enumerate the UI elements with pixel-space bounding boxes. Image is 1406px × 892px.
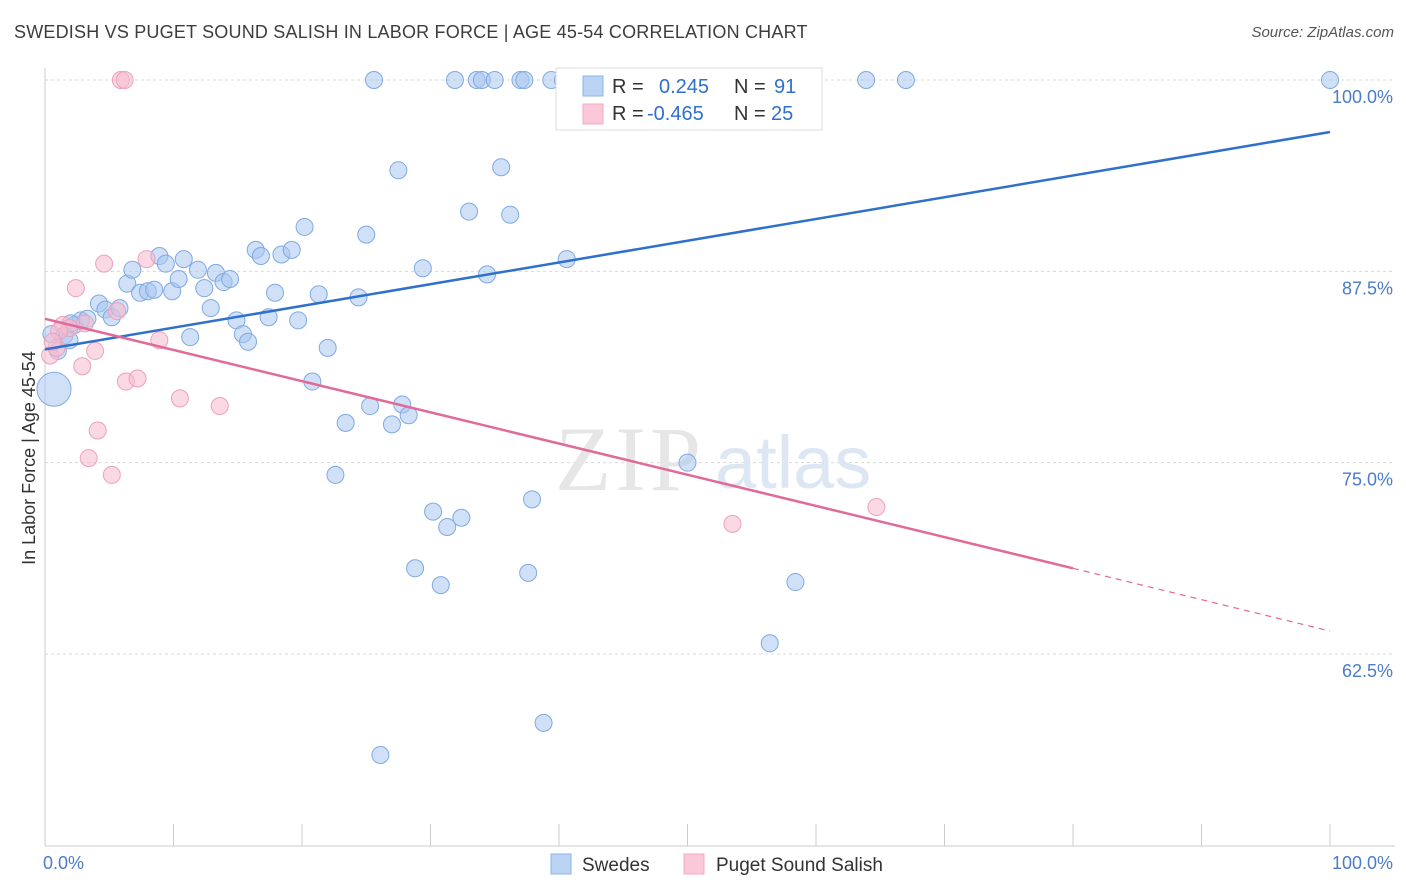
point-swedes-80	[678, 453, 697, 472]
point-puget-7	[86, 341, 105, 360]
point-swedes-70	[523, 490, 542, 509]
point-puget-13	[115, 71, 134, 89]
axes	[44, 68, 1395, 847]
legend-swatch-puget	[683, 853, 705, 875]
point-swedes-21	[181, 328, 200, 347]
point-swedes-59	[452, 508, 471, 527]
legend-label-puget: Puget Sound Salish	[716, 855, 883, 876]
point-swedes-87	[896, 71, 915, 89]
stats-n-value-2: 25	[771, 103, 793, 125]
y-axis-label: In Labor Force | Age 45-54	[19, 351, 39, 565]
point-swedes-19	[169, 269, 188, 288]
point-swedes-36	[282, 240, 301, 259]
point-puget-15	[128, 369, 147, 388]
stats-r-value-2: -0.465	[647, 103, 704, 125]
stats-n-label-2: N =	[734, 103, 766, 125]
point-puget-19	[210, 397, 229, 416]
point-puget-24	[43, 332, 62, 351]
stats-swatch-swedes	[582, 75, 604, 97]
point-swedes-85	[786, 573, 805, 592]
x-tick-label-1: 100.0%	[1332, 853, 1393, 873]
point-swedes-27	[221, 269, 240, 288]
point-swedes-56	[431, 576, 450, 595]
point-swedes-64	[485, 71, 504, 89]
trend-line-swedes	[44, 130, 1331, 351]
watermark: ZIP atlas	[555, 408, 871, 510]
point-swedes-50	[389, 161, 408, 180]
stats-legend: R = 0.245 N = 91 R = -0.465 N = 25	[555, 67, 823, 131]
point-puget-9	[95, 254, 114, 273]
point-puget-8	[88, 421, 107, 440]
y-tick-label-0: 62.5%	[1342, 661, 1393, 681]
point-swedes-83	[760, 634, 779, 653]
point-puget-4	[66, 279, 85, 298]
point-swedes-17	[156, 254, 175, 273]
chart-source: Source: ZipAtlas.com	[1251, 24, 1394, 41]
y-tick-label-2: 87.5%	[1342, 278, 1393, 298]
point-swedes-55	[424, 502, 443, 521]
point-puget-5	[73, 357, 92, 376]
legend-label-swedes: Swedes	[582, 855, 650, 876]
stats-r-label-2: R =	[612, 103, 644, 125]
point-puget-16	[137, 250, 156, 269]
point-swedes-20	[174, 250, 193, 269]
point-swedes-86	[857, 71, 876, 89]
point-swedes-57	[438, 517, 457, 536]
point-swedes-60	[460, 202, 479, 221]
y-tick-label-1: 75.0%	[1342, 470, 1393, 490]
y-tick-labels: 62.5% 75.0% 87.5% 100.0%	[1332, 87, 1393, 681]
point-swedes-41	[318, 338, 337, 357]
point-swedes-68	[515, 71, 534, 89]
point-swedes-12	[123, 260, 142, 279]
trend-line-puget	[44, 317, 1074, 570]
grid-lines	[45, 79, 1395, 655]
point-puget-10	[102, 465, 121, 484]
point-swedes-32	[251, 247, 270, 266]
point-swedes-45	[357, 225, 376, 244]
trend-lines	[44, 130, 1331, 632]
point-swedes-88	[1321, 71, 1339, 89]
point-puget-11	[107, 302, 126, 321]
point-swedes-47	[364, 71, 383, 89]
watermark-atlas: atlas	[715, 421, 871, 504]
point-swedes-53	[406, 559, 425, 578]
stats-r-label-1: R =	[612, 76, 644, 98]
point-swedes-23	[195, 279, 214, 298]
stats-r-value-1: 0.245	[659, 76, 709, 98]
y-tick-label-3: 100.0%	[1332, 87, 1393, 107]
point-puget-20	[723, 514, 742, 533]
point-puget-18	[170, 389, 189, 408]
point-swedes-38	[295, 217, 314, 236]
point-swedes-65	[492, 158, 511, 177]
stats-n-value-1: 91	[774, 76, 796, 98]
point-swedes-30	[239, 332, 258, 351]
x-tick-labels: 0.0% 100.0%	[43, 853, 1393, 873]
point-swedes-37	[289, 311, 308, 330]
chart-title: SWEDISH VS PUGET SOUND SALISH IN LABOR F…	[14, 22, 808, 42]
point-swedes-22	[188, 260, 207, 279]
point-swedes-42	[326, 465, 345, 484]
point-puget-6	[79, 449, 98, 468]
point-swedes-40	[309, 285, 328, 304]
point-puget-21	[867, 498, 886, 517]
point-swedes-71	[534, 713, 553, 732]
point-swedes-69	[519, 563, 538, 582]
point-swedes-43	[336, 413, 355, 432]
point-swedes-15	[145, 280, 164, 299]
point-swedes-34	[266, 283, 285, 302]
stats-n-label-1: N =	[734, 76, 766, 98]
point-swedes-54	[413, 259, 432, 278]
point-swedes-66	[501, 205, 520, 224]
x-tick-label-0: 0.0%	[43, 853, 84, 873]
point-swedes-0	[36, 371, 72, 407]
stats-swatch-puget	[582, 103, 604, 125]
point-swedes-48	[371, 746, 390, 765]
point-swedes-58	[445, 71, 464, 89]
bottom-legend: Swedes Puget Sound Salish	[550, 853, 883, 876]
trend-line-puget-extension	[1072, 567, 1331, 632]
point-swedes-49	[382, 415, 401, 434]
point-swedes-24	[201, 299, 220, 318]
legend-swatch-swedes	[550, 853, 572, 875]
